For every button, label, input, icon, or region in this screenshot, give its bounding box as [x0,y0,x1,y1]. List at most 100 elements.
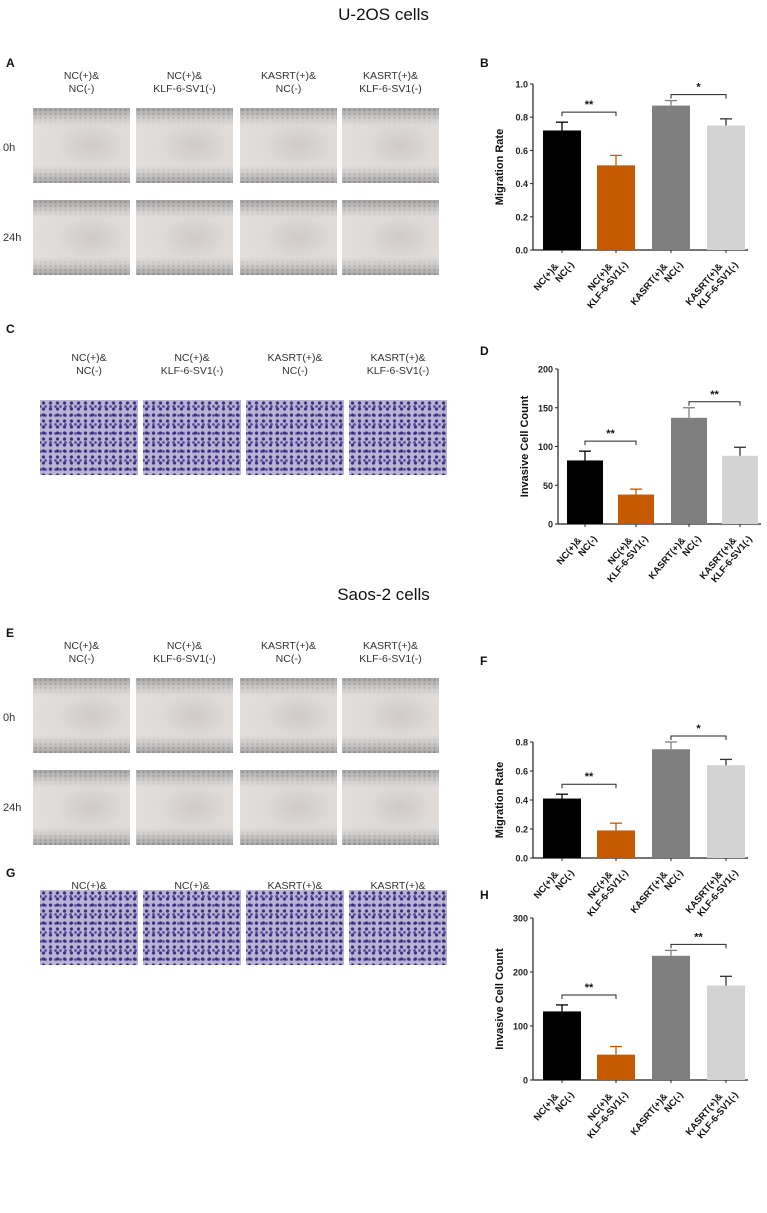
column-label-line: NC(+)& [174,880,210,892]
significance-label: ** [694,931,703,943]
column-label: KASRT(+)&KLF-6-SV1(-) [336,640,446,666]
transwell-image [143,400,241,475]
bar [707,765,745,858]
column-label-line: KASRT(+)& [370,880,426,892]
transwell-image [246,400,344,475]
x-tick-label-line: NC(-) [680,534,703,559]
column-label-line: NC(-) [282,365,308,377]
significance-label: ** [710,389,719,401]
column-label-line: KLF-6-SV1(-) [160,365,224,377]
significance-bracket [670,735,727,740]
y-tick-label: 150 [538,403,553,413]
wound-healing-image [240,200,337,275]
panel-label-a: A [6,56,15,70]
x-tick-label: KASRT(+)&NC(-) [629,861,686,923]
transwell-image [40,400,138,475]
column-label-line: NC(+)& [166,640,203,652]
x-tick-label-line: KASRT(+)& [647,535,689,582]
x-tick-label-line: KASRT(+)& [629,261,671,308]
y-axis-label: Migration Rate [494,129,506,205]
x-tick-label-line: KASRT(+)& [629,869,671,916]
column-label-line: KLF-6-SV1(-) [359,653,422,665]
y-axis-label: Invasive Cell Count [494,948,506,1050]
column-label-line: NC(+)& [63,70,100,82]
significance-label: ** [585,982,594,994]
bar [652,105,690,250]
x-tick-label: KASRT(+)&KLF-6-SV1(-) [684,253,741,315]
x-tick-label-line: NC(-) [553,1090,576,1115]
column-label-line: KLF-6-SV1(-) [359,83,422,95]
y-tick-label: 300 [513,914,528,924]
column-label-line: KLF-6-SV1(-) [153,653,216,665]
wound-healing-image [240,108,337,183]
y-tick-label: 0 [548,520,553,530]
bar [597,165,635,250]
significance-label: ** [585,771,594,783]
wound-healing-image [240,770,337,845]
y-tick-label: 1.0 [515,80,528,90]
x-tick-label-line: NC(-) [576,534,599,559]
column-label-line: NC(+)& [71,880,107,892]
bar [543,1011,581,1080]
row-label-0h: 0h [3,142,16,154]
x-tick-label: NC(+)&NC(-) [532,861,577,908]
x-tick-label: KASRT(+)&KLF-6-SV1(-) [684,861,741,923]
x-tick-label-line: NC(-) [553,868,576,893]
y-tick-label: 100 [538,442,553,452]
wound-healing-image [240,678,337,753]
significance-bracket [561,783,617,789]
column-label-line: NC(-) [68,653,95,665]
significance-bracket [688,401,741,406]
wound-healing-image [136,200,233,275]
transwell-image [40,890,138,965]
wound-healing-image [342,770,439,845]
column-label-line: KASRT(+)& [363,640,418,652]
transwell-image [246,890,344,965]
significance-bracket [584,440,637,446]
column-label: NC(+)&KLF-6-SV1(-) [130,640,240,666]
x-tick-label: NC(+)&KLF-6-SV1(-) [577,1083,631,1141]
x-tick-label-line: NC(-) [662,260,685,285]
bar [652,955,690,1080]
column-label-line: KASRT(+)& [370,352,426,364]
transwell-image [349,890,447,965]
y-tick-label: 0.6 [515,146,528,156]
column-label-line: NC(-) [275,653,302,665]
column-label: NC(+)&NC(-) [27,640,137,666]
wound-healing-image [136,678,233,753]
y-tick-label: 0.8 [515,113,528,123]
column-label-line: NC(+)& [174,352,210,364]
bar [618,494,654,524]
column-label-line: NC(-) [76,365,102,377]
x-tick-label: KASRT(+)&KLF-6-SV1(-) [684,1083,741,1145]
column-label: NC(+)&NC(-) [34,352,144,378]
column-label: NC(+)&KLF-6-SV1(-) [137,352,247,378]
bar [652,749,690,858]
bar [722,455,758,524]
wound-healing-image [33,108,130,183]
x-tick-label: NC(+)&NC(-) [555,527,600,574]
x-tick-label: NC(+)&NC(-) [532,1083,577,1130]
x-tick-label: KASRT(+)&NC(-) [629,1083,686,1145]
x-tick-label: NC(+)&KLF-6-SV1(-) [577,253,631,311]
wound-healing-image [136,770,233,845]
wound-healing-image [136,108,233,183]
x-tick-label: KASRT(+)&NC(-) [647,527,704,589]
y-axis-label: Migration Rate [494,762,506,838]
transwell-image [143,890,241,965]
significance-label: ** [585,99,594,111]
column-label-line: NC(+)& [63,640,100,652]
column-label: KASRT(+)&NC(-) [234,640,344,666]
x-tick-label: KASRT(+)&NC(-) [629,253,686,315]
bar [567,460,603,524]
column-label-line: KASRT(+)& [267,352,323,364]
y-tick-label: 0.2 [515,212,528,222]
y-tick-label: 0.8 [515,738,528,748]
column-label-line: KASRT(+)& [261,640,316,652]
transwell-image [349,400,447,475]
bar [707,985,745,1080]
panel-label-c: C [6,322,15,336]
column-label-line: KASRT(+)& [261,70,316,82]
column-label: KASRT(+)&KLF-6-SV1(-) [343,352,453,378]
